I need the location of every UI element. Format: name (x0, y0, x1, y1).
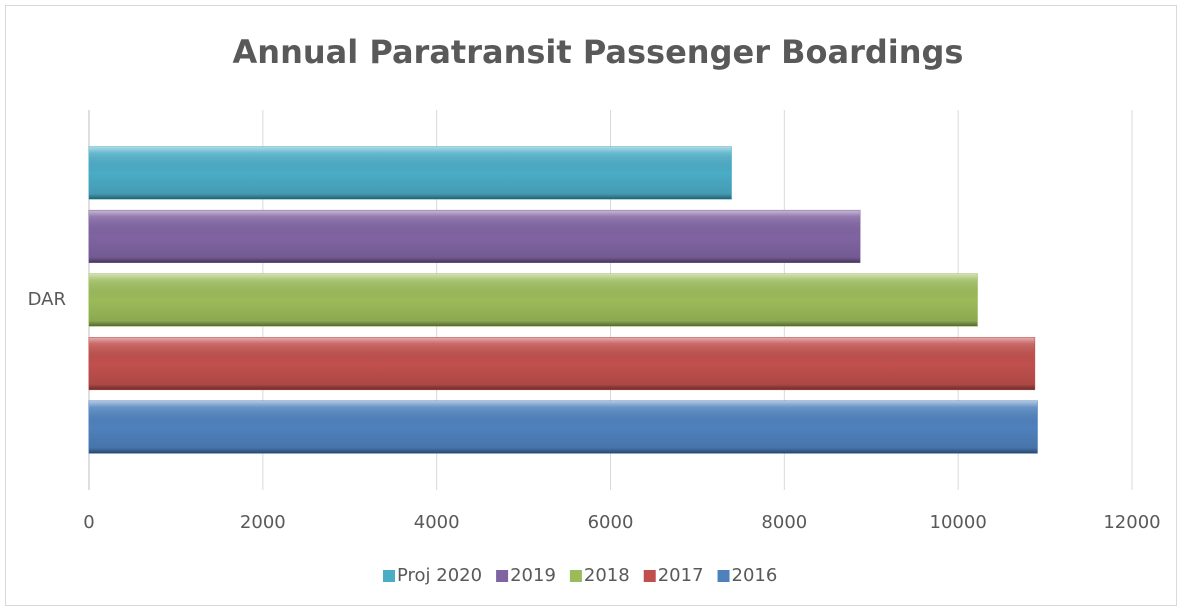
legend-label: Proj 2020 (397, 565, 482, 586)
legend-swatch (717, 570, 730, 582)
bar (88, 146, 732, 200)
legend-label: 2016 (732, 565, 778, 586)
x-tick-label: 2000 (240, 512, 286, 533)
x-tick-label: 8000 (761, 512, 807, 533)
x-tick-label: 10000 (930, 512, 987, 533)
legend-label: 2018 (584, 565, 630, 586)
x-tick-label: 12000 (1103, 512, 1160, 533)
bar (88, 336, 1036, 391)
legend-swatch (496, 570, 509, 582)
chart-title: Annual Paratransit Passenger Boardings (233, 33, 964, 71)
y-tick-label: DAR (28, 289, 66, 310)
x-tick-label: 4000 (414, 512, 460, 533)
bar (88, 400, 1038, 454)
legend-label: 2017 (658, 565, 704, 586)
legend-swatch (643, 570, 656, 582)
bar (88, 273, 978, 327)
x-tick-label: 0 (83, 512, 94, 533)
legend-swatch (569, 570, 582, 582)
legend-label: 2019 (510, 565, 556, 586)
legend-swatch (383, 570, 395, 582)
x-tick-label: 6000 (588, 512, 634, 533)
bar (88, 209, 861, 264)
